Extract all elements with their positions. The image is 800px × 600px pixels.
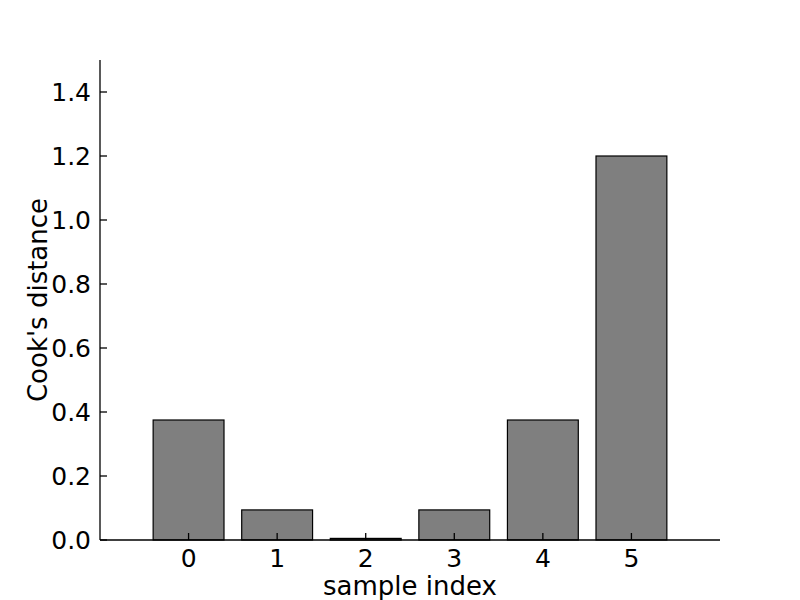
x-tick-label: 1 <box>269 544 285 573</box>
x-tick-label: 4 <box>535 544 551 573</box>
y-tick-label: 1.0 <box>51 206 91 235</box>
bar-5 <box>596 156 667 540</box>
y-tick-label: 0.2 <box>51 462 91 491</box>
y-tick-label: 0.8 <box>51 270 91 299</box>
y-tick-label: 0.0 <box>51 526 91 555</box>
bar-4 <box>507 420 578 540</box>
bar-0 <box>153 420 224 540</box>
bar-chart-plot: 0.0 0.2 0.4 0.6 0.8 1.0 1.2 1.4 0 1 2 3 4 5 <box>0 0 800 600</box>
x-tick-label: 0 <box>181 544 197 573</box>
figure-canvas: 0.0 0.2 0.4 0.6 0.8 1.0 1.2 1.4 0 1 2 3 4 5 sample in… <box>0 0 800 600</box>
x-tick-label: 2 <box>358 544 374 573</box>
y-tick-label: 1.2 <box>51 142 91 171</box>
y-axis-label: Cook's distance <box>23 198 53 402</box>
y-tick-label: 0.6 <box>51 334 91 363</box>
x-tick-label: 5 <box>623 544 639 573</box>
y-tick-label: 0.4 <box>51 398 91 427</box>
x-tick-label: 3 <box>446 544 462 573</box>
x-axis-label: sample index <box>100 571 720 600</box>
y-tick-label: 1.4 <box>51 78 91 107</box>
